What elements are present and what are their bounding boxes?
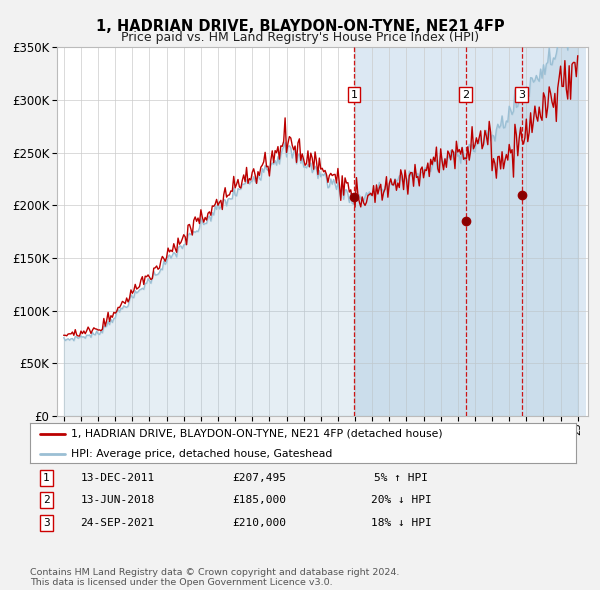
Text: 13-DEC-2011: 13-DEC-2011 [80, 473, 154, 483]
Text: 3: 3 [43, 518, 50, 528]
Text: £210,000: £210,000 [232, 518, 286, 528]
Text: 1: 1 [43, 473, 50, 483]
Text: £207,495: £207,495 [232, 473, 286, 483]
Text: Contains HM Land Registry data © Crown copyright and database right 2024.
This d: Contains HM Land Registry data © Crown c… [30, 568, 400, 587]
Text: HPI: Average price, detached house, Gateshead: HPI: Average price, detached house, Gate… [71, 450, 332, 460]
Bar [354, 47, 586, 416]
Text: 1: 1 [350, 90, 358, 100]
Text: 1, HADRIAN DRIVE, BLAYDON-ON-TYNE, NE21 4FP: 1, HADRIAN DRIVE, BLAYDON-ON-TYNE, NE21 … [95, 19, 505, 34]
Text: 1, HADRIAN DRIVE, BLAYDON-ON-TYNE, NE21 4FP (detached house): 1, HADRIAN DRIVE, BLAYDON-ON-TYNE, NE21 … [71, 429, 443, 439]
Text: 2: 2 [462, 90, 469, 100]
Text: 24-SEP-2021: 24-SEP-2021 [80, 518, 154, 528]
Text: 5% ↑ HPI: 5% ↑ HPI [374, 473, 428, 483]
Text: 2: 2 [43, 495, 50, 505]
Text: Price paid vs. HM Land Registry's House Price Index (HPI): Price paid vs. HM Land Registry's House … [121, 31, 479, 44]
Text: 3: 3 [518, 90, 525, 100]
Text: £185,000: £185,000 [232, 495, 286, 505]
Text: 20% ↓ HPI: 20% ↓ HPI [371, 495, 431, 505]
Text: 18% ↓ HPI: 18% ↓ HPI [371, 518, 431, 528]
Text: 13-JUN-2018: 13-JUN-2018 [80, 495, 154, 505]
